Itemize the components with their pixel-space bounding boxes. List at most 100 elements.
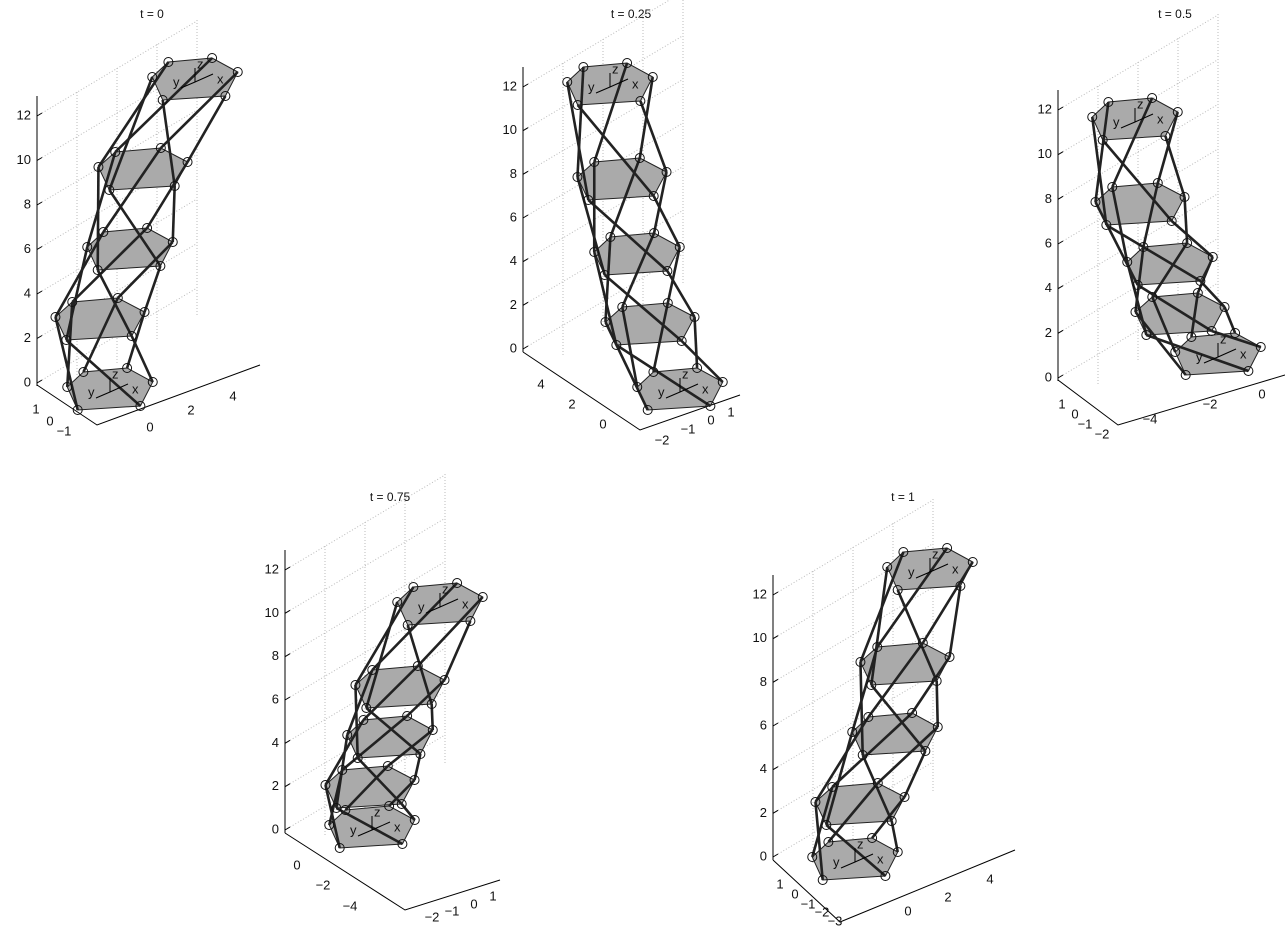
frame-label: x	[1157, 111, 1164, 126]
z-tick	[523, 171, 528, 174]
z-tick	[37, 336, 42, 339]
z-tick-label: 10	[753, 630, 767, 645]
strut	[98, 167, 99, 270]
a-tick-label: 2	[944, 889, 951, 904]
a-tick-label: 0	[146, 419, 153, 434]
panel-title: t = 0	[140, 7, 164, 21]
z-tick-label: 10	[265, 605, 279, 620]
a-tick-label: −2	[1203, 396, 1218, 411]
z-tick-label: 6	[760, 717, 767, 732]
z-tick	[285, 610, 290, 613]
z-tick-label: 0	[272, 821, 279, 836]
z-tick	[523, 346, 528, 349]
z-tick	[773, 723, 778, 726]
strut	[188, 96, 226, 162]
a-tick-label: 2	[187, 402, 194, 417]
z-tick	[285, 740, 290, 743]
z-tick	[523, 302, 528, 305]
strut	[145, 266, 161, 312]
b-tick-label: 0	[46, 413, 53, 428]
b-tick-label: 1	[32, 401, 39, 416]
z-tick	[1058, 330, 1063, 333]
z-tick-label: 8	[272, 648, 279, 663]
z-tick-label: 6	[510, 209, 517, 224]
frame-label: y	[833, 854, 840, 869]
frame-label: x	[394, 819, 401, 834]
a-tick-label: 1	[489, 888, 496, 903]
z-tick-label: 0	[1045, 369, 1052, 384]
z-tick-label: 12	[265, 561, 279, 576]
b-tick-label: 0	[599, 416, 606, 431]
frame-label: x	[702, 381, 709, 396]
frame-label: z	[1137, 96, 1144, 111]
z-tick	[37, 247, 42, 250]
z-tick-label: 4	[510, 253, 517, 268]
z-tick-label: 12	[753, 586, 767, 601]
z-tick	[285, 654, 290, 657]
z-tick	[1058, 375, 1063, 378]
z-tick-label: 10	[1038, 146, 1052, 161]
z-tick-label: 0	[24, 374, 31, 389]
frame-label: x	[952, 561, 959, 576]
z-tick	[37, 291, 42, 294]
b-tick-label: −3	[828, 913, 843, 928]
z-tick-label: 2	[1045, 325, 1052, 340]
frame-label: z	[932, 546, 939, 561]
b-tick-label: 2	[568, 396, 575, 411]
a-tick-label: 0	[1258, 386, 1265, 401]
z-tick	[285, 784, 290, 787]
z-tick	[1058, 286, 1063, 289]
a-tick-label: −2	[425, 909, 440, 924]
frame-label: z	[197, 56, 204, 71]
z-tick-label: 2	[760, 805, 767, 820]
strut	[445, 621, 471, 680]
a-tick-label: 0	[470, 896, 477, 911]
z-tick	[773, 592, 778, 595]
z-tick-label: 2	[510, 297, 517, 312]
z-tick	[773, 810, 778, 813]
z-tick	[37, 380, 42, 383]
z-tick-label: 8	[24, 196, 31, 211]
z-tick	[285, 827, 290, 830]
frame-label: z	[1220, 331, 1227, 346]
frame-label: x	[462, 596, 469, 611]
b-tick-label: 1	[776, 876, 783, 891]
a-tick-label: −1	[681, 421, 696, 436]
b-tick-label: −2	[316, 877, 331, 892]
z-tick-label: 8	[510, 166, 517, 181]
frame-label: y	[1113, 114, 1120, 129]
z-tick-label: 8	[760, 674, 767, 689]
a-tick-label: −1	[445, 903, 460, 918]
frame-label: z	[374, 804, 381, 819]
strut	[173, 186, 175, 242]
z-tick-label: 2	[272, 778, 279, 793]
z-tick-label: 12	[503, 78, 517, 93]
z-tick	[523, 215, 528, 218]
b-tick-label: −1	[801, 896, 816, 911]
z-tick	[37, 202, 42, 205]
frame-label: y	[350, 822, 357, 837]
frame-label: y	[658, 384, 665, 399]
strut	[1185, 197, 1188, 243]
panel-title: t = 0.25	[611, 7, 652, 21]
z-tick-label: 2	[24, 330, 31, 345]
frame-label: y	[418, 599, 425, 614]
z-tick	[773, 636, 778, 639]
frame-label: z	[682, 366, 689, 381]
z-tick	[773, 854, 778, 857]
z-tick-label: 0	[510, 340, 517, 355]
a-tick-label: −4	[1143, 411, 1158, 426]
z-tick-label: 4	[24, 285, 31, 300]
frame-label: z	[112, 366, 119, 381]
frame-label: x	[132, 381, 139, 396]
frame-label: x	[632, 76, 639, 91]
z-tick	[523, 128, 528, 131]
frame-label: x	[217, 71, 224, 86]
frame-label: x	[1240, 346, 1247, 361]
panel: t = 0.25024681012420−2−101xyzxyz	[503, 0, 740, 447]
frame-label: y	[173, 74, 180, 89]
z-tick-label: 12	[1038, 101, 1052, 116]
z-tick	[773, 679, 778, 682]
b-tick-label: 4	[537, 376, 544, 391]
